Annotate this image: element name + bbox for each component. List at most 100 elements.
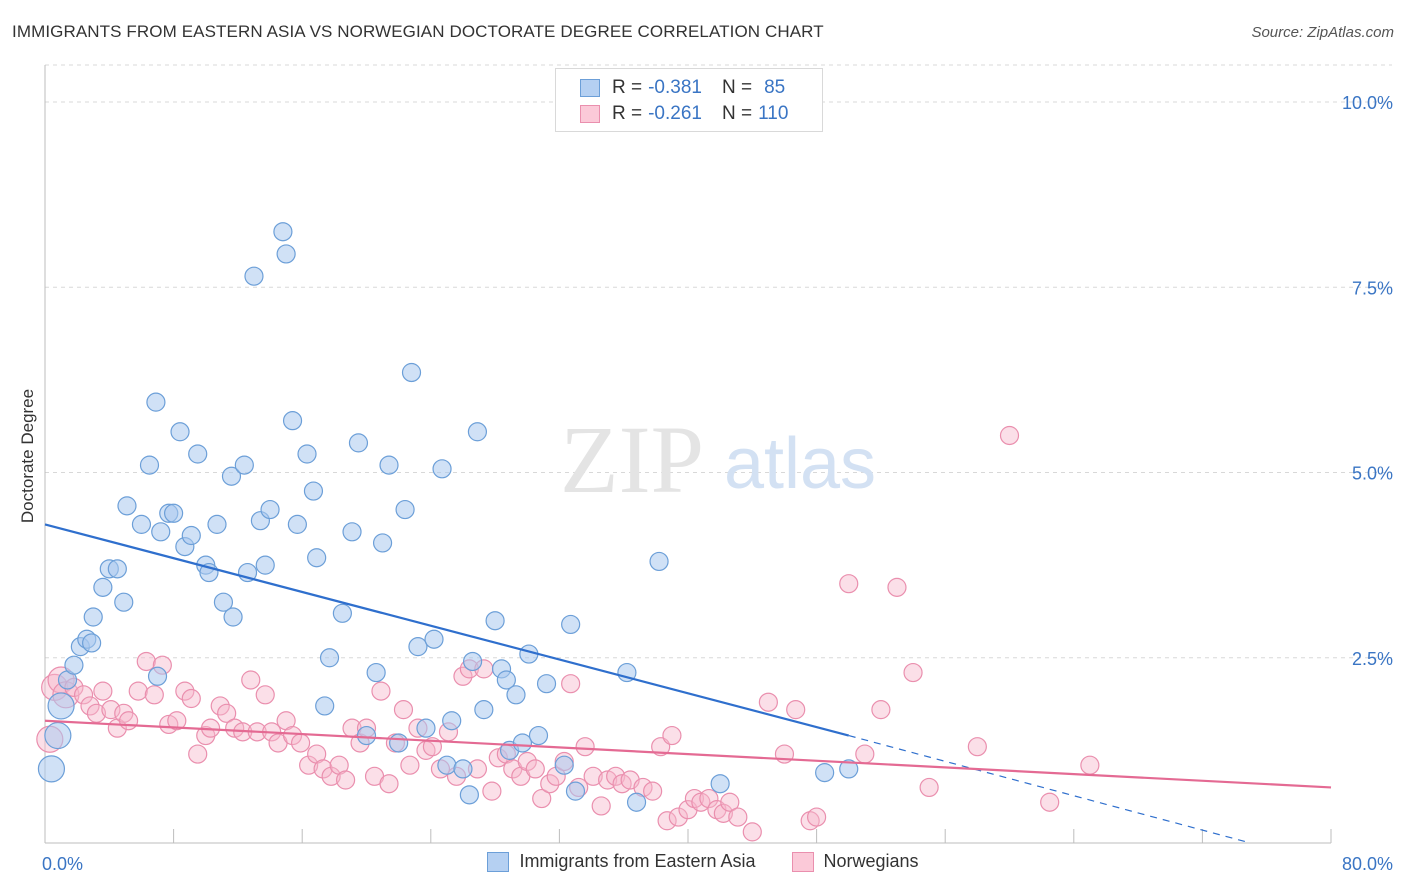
data-point-eastern-asia (839, 759, 859, 779)
data-point-norwegians (336, 770, 356, 790)
y-tick-label: 2.5% (1352, 649, 1393, 669)
data-point-eastern-asia (83, 607, 103, 627)
data-point-eastern-asia (117, 496, 137, 516)
data-point-norwegians (742, 822, 762, 842)
legend-item-norwegians[interactable]: Norwegians (791, 851, 919, 872)
data-point-norwegians (855, 744, 875, 764)
correlation-legend: R = -0.381 N = 85 R = -0.261 N = 110 (555, 68, 823, 132)
data-point-eastern-asia (303, 481, 324, 501)
data-point-eastern-asia (395, 499, 415, 520)
data-point-norwegians (871, 700, 891, 720)
data-point-norwegians (393, 700, 414, 720)
data-point-eastern-asia (372, 533, 393, 553)
data-point-norwegians (699, 788, 719, 809)
data-point-eastern-asia (276, 244, 296, 264)
data-point-norwegians (453, 666, 473, 686)
data-point-norwegians (255, 685, 275, 705)
data-point-eastern-asia (223, 607, 243, 627)
data-point-eastern-asia (485, 611, 505, 631)
data-point-norwegians (136, 651, 156, 672)
data-point-norwegians (188, 744, 208, 764)
data-point-eastern-asia (282, 411, 303, 431)
data-point-eastern-asia (131, 514, 152, 534)
data-point-norwegians (93, 681, 113, 701)
data-point-norwegians (482, 781, 502, 801)
chart-title: IMMIGRANTS FROM EASTERN ASIA VS NORWEGIA… (12, 22, 824, 41)
data-point-eastern-asia (114, 592, 134, 612)
data-point-norwegians (290, 733, 311, 753)
data-point-eastern-asia (536, 674, 557, 694)
source-credit: Source: ZipAtlas.com (1251, 24, 1394, 41)
data-point-eastern-asia (453, 759, 473, 779)
tick-labels: 2.5% 5.0% 7.5% 10.0% 0.0% 80.0% (42, 93, 1393, 874)
legend-item-eastern-asia[interactable]: Immigrants from Eastern Asia (487, 851, 756, 872)
data-point-eastern-asia (424, 629, 444, 649)
data-point-norwegians (786, 700, 806, 720)
data-point-eastern-asia (474, 700, 494, 720)
data-point-norwegians (606, 766, 626, 786)
watermark-zip: ZIP (560, 406, 704, 513)
data-point-eastern-asia (467, 422, 488, 442)
data-point-eastern-asia (164, 503, 184, 523)
data-point-norwegians (887, 577, 907, 597)
legend-n-value: 110 (758, 103, 789, 124)
data-point-eastern-asia (255, 555, 275, 575)
data-point-norwegians (1080, 755, 1100, 775)
data-point-eastern-asia (389, 733, 409, 753)
data-point-norwegians (299, 755, 319, 775)
watermark-atlas: atlas (724, 424, 876, 504)
data-point-norwegians (561, 674, 581, 694)
data-point-eastern-asia (273, 222, 293, 242)
data-point-norwegians (313, 759, 333, 779)
data-point-eastern-asia (244, 266, 264, 286)
data-point-norwegians (241, 670, 261, 690)
series-legend: Immigrants from Eastern Asia Norwegians (0, 851, 1406, 872)
data-point-norwegians (210, 696, 230, 716)
data-point-norwegians (643, 781, 663, 801)
data-point-eastern-asia (459, 785, 479, 805)
data-point-norwegians (73, 685, 94, 705)
data-point-eastern-asia (188, 444, 208, 464)
legend-swatch-pink (791, 851, 814, 872)
data-point-norwegians (728, 807, 748, 827)
data-point-norwegians (101, 700, 121, 720)
data-point-norwegians (379, 774, 399, 794)
data-point-norwegians (175, 681, 195, 701)
data-point-eastern-asia (528, 725, 549, 746)
data-point-norwegians (668, 807, 688, 827)
data-point-eastern-asia (496, 670, 516, 690)
data-point-norwegians (128, 681, 148, 701)
data-point-eastern-asia (332, 603, 352, 623)
eastern-asia-points (37, 222, 859, 812)
data-point-eastern-asia (356, 725, 377, 746)
data-point-eastern-asia (221, 466, 242, 486)
legend-label-norwegians: Norwegians (823, 851, 919, 871)
trend-line-extension-eastern-asia (848, 734, 1251, 844)
data-point-eastern-asia (342, 522, 362, 542)
data-point-eastern-asia (626, 792, 647, 812)
data-point-eastern-asia (506, 685, 526, 705)
data-point-norwegians (662, 725, 682, 746)
data-point-norwegians (532, 788, 552, 809)
data-point-eastern-asia (207, 514, 227, 534)
gridlines (45, 64, 1392, 659)
data-point-eastern-asia (710, 774, 730, 794)
data-point-eastern-asia (319, 648, 340, 668)
data-point-eastern-asia (64, 655, 84, 675)
data-point-norwegians (903, 662, 923, 683)
data-point-norwegians (422, 737, 443, 757)
data-point-norwegians (657, 811, 677, 831)
legend-row-eastern-asia: R = -0.381 N = 85 (580, 76, 785, 100)
data-point-eastern-asia (170, 422, 190, 442)
data-point-norwegians (371, 681, 391, 701)
data-point-norwegians (591, 796, 611, 816)
data-point-norwegians (806, 807, 827, 827)
data-point-norwegians (282, 725, 303, 746)
data-point-eastern-asia (437, 755, 457, 775)
data-point-eastern-asia (512, 733, 533, 753)
data-point-eastern-asia (146, 392, 166, 412)
trend-lines (44, 523, 1332, 844)
data-point-eastern-asia (649, 551, 669, 572)
data-point-eastern-asia (379, 455, 399, 475)
data-point-eastern-asia (37, 755, 66, 783)
